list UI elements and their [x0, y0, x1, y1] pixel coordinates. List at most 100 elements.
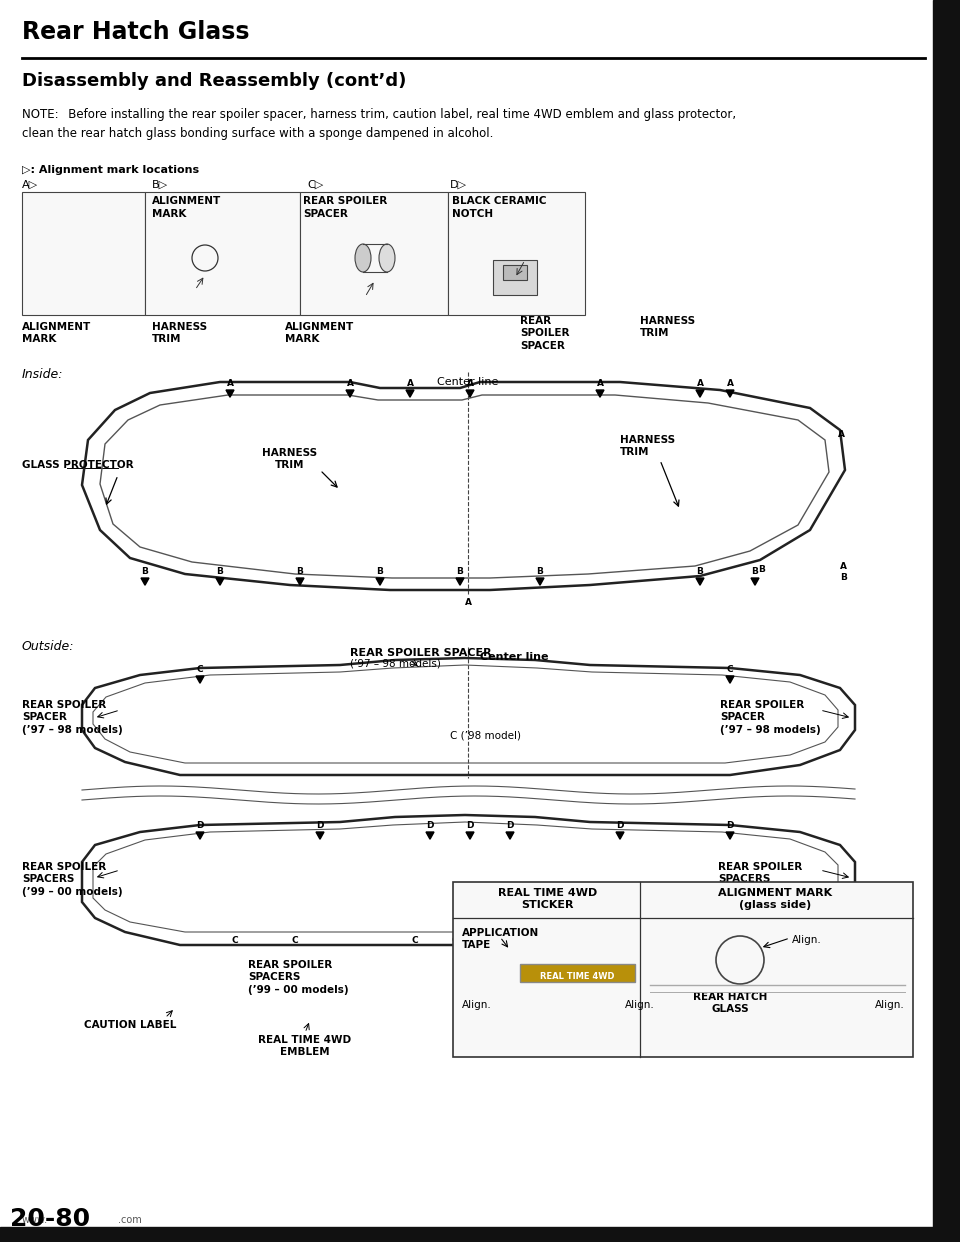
Text: REAL TIME 4WD: REAL TIME 4WD: [540, 972, 614, 981]
Text: .com: .com: [118, 1215, 142, 1225]
Text: Align.: Align.: [462, 1000, 492, 1010]
Polygon shape: [466, 832, 474, 840]
Polygon shape: [226, 390, 234, 397]
Text: Center line: Center line: [480, 652, 548, 662]
Polygon shape: [426, 832, 434, 840]
Text: REAR SPOILER
SPACER: REAR SPOILER SPACER: [303, 196, 387, 219]
Text: Disassembly and Reassembly (cont’d): Disassembly and Reassembly (cont’d): [22, 72, 406, 89]
Polygon shape: [456, 578, 464, 585]
Text: C: C: [197, 664, 204, 674]
Text: HARNESS
TRIM: HARNESS TRIM: [152, 322, 207, 344]
Bar: [145, 193, 300, 315]
Text: C: C: [507, 936, 514, 945]
Text: Align.: Align.: [625, 1000, 655, 1010]
Text: BLACK CERAMIC
NOTCH: BLACK CERAMIC NOTCH: [452, 196, 546, 219]
Text: B: B: [297, 568, 303, 576]
Bar: [933, 0, 960, 1242]
Bar: [22, 193, 145, 315]
Text: C: C: [566, 936, 573, 945]
Text: REAR
SPOILER
SPACER: REAR SPOILER SPACER: [520, 315, 569, 350]
Text: D: D: [616, 821, 624, 830]
Text: A: A: [727, 379, 733, 388]
Polygon shape: [596, 390, 604, 397]
Text: Center line: Center line: [438, 378, 498, 388]
Polygon shape: [726, 676, 734, 683]
Text: D▷: D▷: [450, 180, 467, 190]
Text: A: A: [406, 379, 414, 388]
Text: CAUTION LABEL: CAUTION LABEL: [84, 1020, 177, 1030]
Text: D: D: [316, 821, 324, 830]
Bar: [300, 193, 448, 315]
Text: A: A: [347, 379, 353, 388]
Text: C (’98 model): C (’98 model): [450, 730, 521, 740]
Text: APPLICATION
TAPE: APPLICATION TAPE: [462, 928, 540, 950]
Ellipse shape: [355, 243, 371, 272]
Text: REAL TIME 4WD
EMBLEM: REAL TIME 4WD EMBLEM: [258, 1035, 351, 1057]
Text: B: B: [697, 568, 704, 576]
Text: C: C: [677, 936, 684, 945]
Text: REAR HATCH
GLASS: REAR HATCH GLASS: [693, 992, 767, 1015]
Text: ALIGNMENT
MARK: ALIGNMENT MARK: [152, 196, 221, 219]
Text: www.: www.: [22, 1215, 48, 1225]
Text: REAR SPOILER SPACER: REAR SPOILER SPACER: [350, 648, 492, 658]
Text: A: A: [465, 597, 471, 607]
Bar: [503, 265, 527, 279]
Polygon shape: [726, 390, 734, 397]
Text: HARNESS
TRIM: HARNESS TRIM: [262, 448, 318, 471]
Text: A: A: [697, 379, 704, 388]
Polygon shape: [506, 832, 514, 840]
Bar: [520, 964, 635, 982]
Text: Outside:: Outside:: [22, 640, 75, 653]
Text: A
B: A B: [840, 561, 847, 582]
Text: B: B: [752, 568, 758, 576]
Polygon shape: [726, 832, 734, 840]
Text: ALIGNMENT
MARK: ALIGNMENT MARK: [285, 322, 354, 344]
Text: C: C: [452, 936, 458, 945]
Bar: [0, 1227, 960, 1242]
Text: A: A: [227, 379, 233, 388]
Text: C: C: [412, 936, 419, 945]
Text: (’97 – 98 models): (’97 – 98 models): [350, 658, 441, 668]
Text: C: C: [616, 936, 623, 945]
Bar: [453, 882, 913, 1057]
Text: REAR SPOILER
SPACERS
(’99 – 00 models): REAR SPOILER SPACERS (’99 – 00 models): [718, 862, 819, 897]
Text: REAR SPOILER
SPACERS
(’99 – 00 models): REAR SPOILER SPACERS (’99 – 00 models): [248, 960, 348, 995]
Polygon shape: [696, 390, 704, 397]
Text: HARNESS
TRIM: HARNESS TRIM: [640, 315, 695, 338]
Text: C: C: [727, 664, 733, 674]
Text: B: B: [457, 568, 464, 576]
Text: REAR SPOILER
SPACER
(’97 – 98 models): REAR SPOILER SPACER (’97 – 98 models): [22, 700, 123, 735]
Text: 20-80: 20-80: [10, 1207, 90, 1231]
Text: C: C: [231, 936, 238, 945]
Text: Align.: Align.: [876, 1000, 905, 1010]
Text: A: A: [838, 430, 845, 438]
Polygon shape: [296, 578, 304, 585]
Polygon shape: [346, 390, 354, 397]
Text: A: A: [596, 379, 604, 388]
Text: D: D: [727, 821, 733, 830]
Text: D: D: [426, 821, 434, 830]
Text: B: B: [141, 568, 149, 576]
Text: carmanualsonline.info: carmanualsonline.info: [804, 1228, 912, 1238]
Text: B▷: B▷: [152, 180, 168, 190]
Text: ▷: Alignment mark locations: ▷: Alignment mark locations: [22, 165, 199, 175]
Text: GLASS PROTECTOR: GLASS PROTECTOR: [22, 460, 133, 469]
Polygon shape: [316, 832, 324, 840]
Text: NOTE:  Before installing the rear spoiler spacer, harness trim, caution label, r: NOTE: Before installing the rear spoiler…: [22, 108, 736, 139]
Polygon shape: [196, 832, 204, 840]
Polygon shape: [536, 578, 544, 585]
Text: B: B: [758, 565, 765, 574]
Text: REAR SPOILER
SPACERS
(’99 – 00 models): REAR SPOILER SPACERS (’99 – 00 models): [22, 862, 123, 897]
Text: A▷: A▷: [22, 180, 38, 190]
Polygon shape: [406, 390, 414, 397]
Text: B: B: [537, 568, 543, 576]
Polygon shape: [616, 832, 624, 840]
Polygon shape: [196, 676, 204, 683]
Text: Rear Hatch Glass: Rear Hatch Glass: [22, 20, 250, 43]
Text: C: C: [292, 936, 299, 945]
Polygon shape: [696, 578, 704, 585]
Ellipse shape: [379, 243, 395, 272]
Text: D: D: [467, 821, 473, 830]
Polygon shape: [751, 578, 759, 585]
Polygon shape: [141, 578, 149, 585]
